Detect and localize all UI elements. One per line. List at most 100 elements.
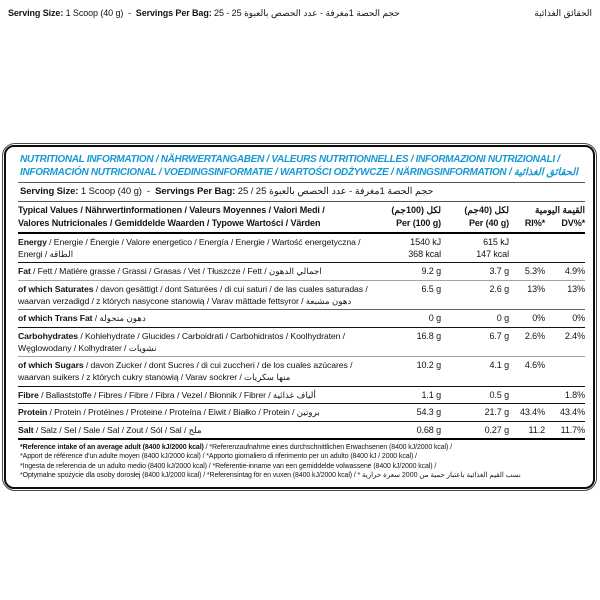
nutrient-label-line2: waarvan suikers / z których cukry stanow… — [18, 372, 291, 382]
nutrient-row-protein: Protein / Protein / Protéines / Proteine… — [18, 403, 585, 421]
value-ri-percent: 5.3% — [509, 265, 545, 277]
value-ri-percent-value: 5.3% — [524, 266, 545, 276]
value-ri-percent — [509, 389, 545, 401]
nutrient-label-fat: Fat / Fett / Matière grasse / Grassi / G… — [18, 265, 357, 277]
nutrient-translations: / Energie / Énergie / Valore energetico … — [46, 236, 361, 247]
value-dv-percent: 0% — [545, 312, 585, 324]
value-dv-percent — [545, 359, 585, 371]
value-per-100g-value: 9.2 g — [421, 266, 441, 276]
top-serving-info: Serving Size: 1 Scoop (40 g) - Servings … — [8, 7, 400, 20]
servings-per-bag-label: Servings Per Bag: — [135, 8, 212, 18]
value-ri-percent: 0% — [509, 312, 545, 324]
value-dv-percent: 2.4% — [545, 330, 585, 342]
col-per-100g: لكل (100جم) Per (100 g) — [357, 204, 441, 229]
value-dv-percent-value — [545, 236, 585, 248]
serving-size-label: Serving Size: — [20, 186, 79, 197]
col-per-40g-english: Per (40 g) — [468, 217, 509, 228]
nutrient-label-trans-fat: of which Trans Fat / دهون متحولة — [18, 312, 357, 324]
col-dv-percent: DV%* — [561, 217, 585, 228]
nutrition-title-block: NUTRITIONAL INFORMATION / NÄHRWERTANGABE… — [18, 151, 585, 183]
nutrient-label-fibre: Fibre / Ballaststoffe / Fibres / Fibre /… — [18, 389, 357, 401]
col-ri-percent: RI%* — [524, 217, 545, 228]
value-dv-percent: 13% — [545, 283, 585, 295]
footnote-line-2: *Apport de référence d'un adulte moyen (… — [20, 452, 583, 461]
arabic-serving-info: حجم الحصة 1مغرفة - عدد الحصص بالعبوة 25 — [255, 186, 434, 197]
value-ri-percent — [509, 236, 545, 248]
value-ri-percent-value: 43.4% — [519, 407, 545, 417]
value-per-40g: 0.5 g — [441, 389, 509, 401]
nutrient-translations: / دهون متحولة — [92, 313, 146, 323]
nutrient-label-line1: Energy / Energie / Énergie / Valore ener… — [18, 236, 361, 248]
nutrient-row-energy: Energy / Energie / Énergie / Valore ener… — [18, 234, 585, 263]
nutrient-label-line1: of which Trans Fat / دهون متحولة — [18, 312, 357, 324]
nutrient-translations: / Ballaststoffe / Fibres / Fibre / Fibra… — [38, 389, 316, 400]
value-dv-percent: 43.4% — [545, 406, 585, 418]
nutrient-label-line1: Carbohydrates / Kohlehydrate / Glucides … — [18, 330, 357, 342]
value-ri-percent-value: 2.6% — [524, 330, 545, 341]
nutrient-translations: / Fett / Matière grasse / Grassi / Grasa… — [30, 266, 322, 276]
value-per-40g-value: 6.7 g — [489, 330, 509, 341]
value-per-40g-value2: 147 kcal — [476, 248, 509, 259]
value-per-100g: 6.5 g — [357, 283, 441, 295]
col-daily-value-arabic: القيمة اليومية — [534, 205, 585, 215]
value-per-100g: 1.1 g — [357, 389, 441, 401]
top-serving-line: Serving Size: 1 Scoop (40 g) - Servings … — [8, 7, 592, 20]
col-per-100g-arabic: لكل (100جم) — [391, 205, 441, 215]
value-dv-percent-value: 1.8% — [564, 389, 585, 400]
nutrient-label-protein: Protein / Protein / Protéines / Proteine… — [18, 406, 357, 418]
nutrient-label-line1: of which Saturates / davon gesättigt / d… — [18, 283, 368, 295]
serving-size-value: 1 Scoop (40 g) — [80, 186, 142, 197]
nutrient-label-line1: of which Sugars / davon Zucker / dont Su… — [18, 359, 357, 371]
serving-size-value: 1 Scoop (40 g) — [65, 8, 124, 18]
value-dv-percent-value: 13% — [567, 283, 585, 294]
value-per-40g-value: 0.5 g — [489, 389, 509, 400]
value-ri-percent-value: 11.2 — [528, 424, 546, 435]
value-ri-percent-value — [509, 236, 545, 248]
nutrient-name: Energy — [18, 236, 47, 247]
nutrient-label-line1: Protein / Protein / Protéines / Proteine… — [18, 406, 357, 418]
value-per-40g: 21.7 g — [441, 406, 510, 418]
nutrient-label-line2: waarvan verzadigd / z których nasycone s… — [18, 295, 352, 306]
serving-size-row: Serving Size: 1 Scoop (40 g) - Servings … — [18, 183, 585, 202]
value-per-100g-value: 16.8 g — [416, 330, 442, 341]
value-per-100g-value2: 368 kcal — [408, 248, 441, 259]
value-dv-percent-value: 11.7% — [560, 424, 585, 435]
value-dv-percent: 11.7% — [545, 424, 585, 436]
nutrient-label-line1: Salt / Salz / Sel / Sale / Sal / Zout / … — [18, 424, 357, 436]
value-per-100g: 16.8 g — [357, 330, 442, 342]
value-per-100g-value: 6.5 g — [421, 283, 441, 294]
nutrient-rows: Energy / Energie / Énergie / Valore ener… — [18, 234, 585, 439]
value-per-40g-value: 0 g — [496, 313, 509, 323]
footnote-text: / *Referenzaufnahme eines durchschnittli… — [203, 444, 452, 451]
value-per-40g-value: 4.1 g — [489, 360, 509, 370]
nutrition-title-line2: INFORMACIÓN NUTRICIONAL / VOEDINGSINFORM… — [20, 167, 578, 178]
nutrient-row-trans-fat: of which Trans Fat / دهون متحولة 0 g 0 g 0%… — [18, 309, 585, 327]
value-per-40g-value: 3.7 g — [489, 266, 509, 276]
servings-per-bag-label: Servings Per Bag: — [155, 186, 236, 197]
nutrient-translations: / Salz / Sel / Sale / Sal / Zout / Sól /… — [33, 424, 202, 435]
nutrient-translations: / davon Zucker / dont Sucres / di cui zu… — [83, 360, 353, 370]
value-dv-percent-value: 43.4% — [559, 407, 585, 417]
value-per-40g-value: 0.27 g — [484, 424, 510, 435]
value-per-40g: 0 g — [441, 312, 509, 324]
value-dv-percent — [545, 236, 585, 248]
nutrient-label-carbohydrates: Carbohydrates / Kohlehydrate / Glucides … — [18, 330, 357, 354]
footnote-text: *Optymalne spożycie dla osoby dorosłej (… — [20, 472, 521, 480]
nutrient-name: Fat — [18, 266, 31, 276]
footnote-line-1: *Reference intake of an average adult (8… — [20, 443, 583, 452]
nutrient-name: of which Saturates — [18, 283, 94, 294]
value-per-100g-value: 1.1 g — [421, 389, 441, 400]
nutrient-name: of which Trans Fat — [18, 313, 93, 323]
nutrient-translations: / davon gesättigt / dont Saturées / di c… — [93, 283, 368, 294]
nutrient-label-line1: Fibre / Ballaststoffe / Fibres / Fibre /… — [18, 389, 357, 401]
footnote-line-3: *Ingesta de referencia de un adulto medi… — [20, 462, 583, 471]
value-per-40g: 2.6 g — [441, 283, 509, 295]
nutrient-label-sugars: of which Sugars / davon Zucker / dont Su… — [18, 359, 357, 383]
value-per-100g: 1540 kJ 368 kcal — [357, 236, 441, 260]
nutrient-name: of which Sugars — [18, 360, 84, 370]
nutrient-name: Protein — [18, 407, 48, 417]
typical-values-line2: Valores Nutricionales / Gemiddelde Waard… — [18, 217, 321, 228]
nutrient-row-carbohydrates: Carbohydrates / Kohlehydrate / Glucides … — [18, 326, 585, 357]
col-per-100g-english: Per (100 g) — [396, 217, 441, 228]
separator: - — [226, 8, 230, 18]
